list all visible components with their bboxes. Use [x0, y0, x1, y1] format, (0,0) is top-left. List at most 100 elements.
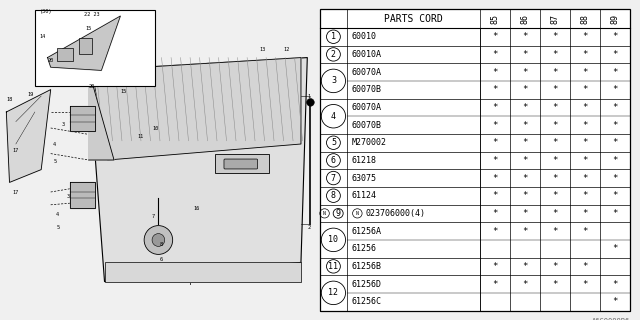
- Text: *: *: [552, 138, 558, 147]
- Text: *: *: [492, 32, 498, 41]
- Text: 12: 12: [328, 288, 339, 297]
- Text: (30): (30): [40, 9, 52, 14]
- Text: *: *: [552, 209, 558, 218]
- Text: *: *: [492, 173, 498, 182]
- Text: *: *: [522, 68, 528, 76]
- Text: 3: 3: [331, 76, 336, 85]
- Text: 13: 13: [260, 47, 266, 52]
- Text: 2: 2: [331, 50, 336, 59]
- Text: N: N: [323, 211, 326, 216]
- Text: M270002: M270002: [351, 138, 387, 147]
- Text: 61218: 61218: [351, 156, 377, 165]
- Text: *: *: [582, 138, 588, 147]
- Text: *: *: [492, 138, 498, 147]
- Text: *: *: [582, 209, 588, 218]
- Text: *: *: [522, 173, 528, 182]
- Text: *: *: [612, 173, 618, 182]
- Text: 6: 6: [160, 257, 163, 262]
- Text: 4: 4: [56, 212, 59, 217]
- Bar: [35, 10, 156, 86]
- Text: 89: 89: [611, 14, 620, 24]
- Text: *: *: [552, 50, 558, 59]
- Text: *: *: [492, 191, 498, 200]
- Text: 61124: 61124: [351, 191, 377, 200]
- Text: *: *: [612, 244, 618, 253]
- Text: 20: 20: [89, 84, 95, 89]
- Text: *: *: [522, 50, 528, 59]
- Text: *: *: [582, 262, 588, 271]
- Text: *: *: [492, 68, 498, 76]
- Text: 2: 2: [307, 225, 310, 230]
- Text: 5: 5: [331, 138, 336, 147]
- Text: N: N: [356, 211, 359, 216]
- Text: 6: 6: [331, 156, 336, 165]
- Text: *: *: [552, 262, 558, 271]
- Text: *: *: [492, 227, 498, 236]
- Text: *: *: [612, 191, 618, 200]
- Text: 7: 7: [152, 213, 156, 219]
- Bar: [57, 48, 73, 61]
- Text: *: *: [612, 68, 618, 76]
- Text: 17: 17: [13, 148, 19, 153]
- Text: 4: 4: [331, 112, 336, 121]
- Text: *: *: [522, 121, 528, 130]
- Text: *: *: [522, 156, 528, 165]
- Text: 61256D: 61256D: [351, 280, 381, 289]
- Text: *: *: [582, 85, 588, 94]
- Text: 19: 19: [27, 92, 33, 97]
- FancyBboxPatch shape: [216, 154, 269, 173]
- Text: 60010: 60010: [351, 32, 377, 41]
- Text: 63075: 63075: [351, 173, 377, 182]
- Text: *: *: [612, 121, 618, 130]
- Text: *: *: [552, 32, 558, 41]
- Text: 14: 14: [40, 34, 46, 39]
- Circle shape: [152, 234, 164, 246]
- Text: 4: 4: [52, 141, 56, 147]
- Text: *: *: [552, 121, 558, 130]
- Text: *: *: [522, 85, 528, 94]
- Text: 10: 10: [328, 236, 339, 244]
- Text: *: *: [522, 32, 528, 41]
- Text: 61256A: 61256A: [351, 227, 381, 236]
- Text: *: *: [552, 227, 558, 236]
- Text: *: *: [492, 85, 498, 94]
- Text: *: *: [582, 121, 588, 130]
- Text: 86: 86: [520, 14, 529, 24]
- Text: *: *: [492, 50, 498, 59]
- Text: *: *: [582, 191, 588, 200]
- Text: *: *: [612, 138, 618, 147]
- Polygon shape: [89, 70, 114, 160]
- Text: *: *: [582, 156, 588, 165]
- Text: *: *: [612, 32, 618, 41]
- Text: *: *: [612, 297, 618, 306]
- Text: 60070A: 60070A: [351, 68, 381, 76]
- Text: *: *: [492, 209, 498, 218]
- Text: 10: 10: [152, 125, 158, 131]
- Text: *: *: [552, 280, 558, 289]
- Text: 60070B: 60070B: [351, 121, 381, 130]
- Text: *: *: [552, 191, 558, 200]
- Text: *: *: [522, 262, 528, 271]
- Text: *: *: [612, 85, 618, 94]
- Text: *: *: [492, 156, 498, 165]
- Text: 17: 17: [13, 189, 19, 195]
- Text: *: *: [522, 227, 528, 236]
- Text: 18: 18: [6, 97, 13, 102]
- Text: *: *: [582, 32, 588, 41]
- Text: 85: 85: [490, 14, 499, 24]
- Text: *: *: [492, 280, 498, 289]
- Text: 87: 87: [550, 14, 560, 24]
- Text: A6G0000B6: A6G0000B6: [592, 318, 630, 320]
- Bar: [104, 262, 301, 282]
- Text: 61256C: 61256C: [351, 297, 381, 306]
- Text: *: *: [582, 50, 588, 59]
- Bar: [79, 38, 92, 54]
- Circle shape: [307, 99, 314, 106]
- Text: *: *: [552, 173, 558, 182]
- Text: *: *: [612, 103, 618, 112]
- Text: *: *: [582, 227, 588, 236]
- Polygon shape: [89, 58, 307, 282]
- Polygon shape: [70, 106, 95, 131]
- Text: *: *: [492, 103, 498, 112]
- Polygon shape: [6, 90, 51, 182]
